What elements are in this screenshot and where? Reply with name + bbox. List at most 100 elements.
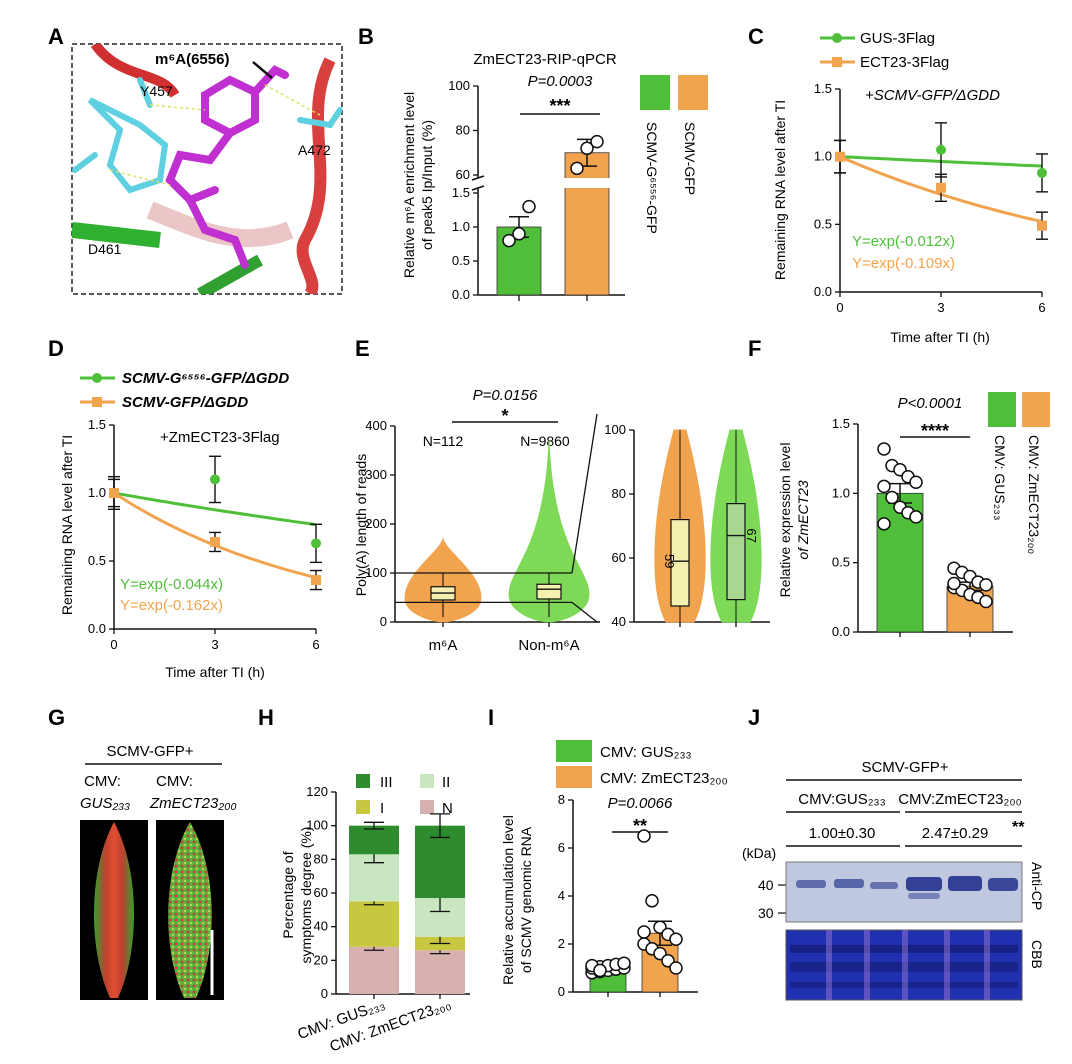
panel-i-legend-label-1: CMV: GUS₂₃₃ xyxy=(600,744,692,761)
panel-c-data-point xyxy=(835,151,845,162)
panel-e-y-tick-label: 400 xyxy=(365,418,387,433)
panel-e-ylabel: Poly(A) length of reads xyxy=(353,454,369,596)
panel-b-y-tick-label: 60 xyxy=(456,167,470,182)
panel-f-legend-label-2: CMV: ZmECT23₂₀₀ xyxy=(1026,435,1042,554)
panel-d-x-tick-label: 3 xyxy=(211,637,218,652)
panel-f-legend-label-1: CMV: GUS₂₃₃ xyxy=(992,435,1008,521)
panel-f-data-point xyxy=(909,475,923,489)
panel-c-y-tick-label: 1.0 xyxy=(814,149,832,164)
panel-e-y-tick-label: 200 xyxy=(365,516,387,531)
panel-b-data-point xyxy=(570,161,584,176)
panel-d: D SCMV-G⁶⁵⁵⁶-GFP/ΔGDD SCMV-GFP/ΔGDD +ZmE… xyxy=(48,336,322,680)
panel-b-ylabel: Relative m⁶A enrichment level of peak5 I… xyxy=(401,92,435,278)
panel-b-ylabel-line2: of peak5 Ip/Input (%) xyxy=(419,120,435,250)
panel-i-legend-swatch-1 xyxy=(556,740,592,762)
panel-i-ylabel-line2: of SCMV genomic RNA xyxy=(518,826,534,973)
panel-f-data-point xyxy=(885,490,899,505)
panel-c-xlabel: Time after TI (h) xyxy=(890,329,990,345)
panel-b-title: ZmECT23-RIP-qPCR xyxy=(473,51,617,68)
panel-c-ylabel: Remaining RNA level after TI xyxy=(772,100,788,280)
panel-d-data-point xyxy=(210,474,220,485)
panel-e-x-tick-label: Non-m⁶A xyxy=(518,637,579,654)
panel-j-mw-40: 40 xyxy=(758,877,774,893)
western-blot-anti-cp xyxy=(785,861,1023,923)
panel-e-zoom-y-tick-label: 60 xyxy=(612,550,626,565)
panel-f-ylabel-line1: Relative expression level xyxy=(777,443,793,598)
panel-c-y-tick-label: 0.5 xyxy=(814,216,832,231)
panel-c-x-tick-label: 3 xyxy=(937,300,944,315)
panel-c-y-tick-label: 0.0 xyxy=(814,284,832,299)
panel-f-y-tick-label: 1.0 xyxy=(832,485,850,500)
strand-ribbon-1 xyxy=(72,222,161,248)
panel-c-data-point xyxy=(1037,220,1047,231)
panel-i-y-tick-label: 2 xyxy=(558,936,565,951)
panel-h-y-tick-label: 40 xyxy=(314,919,328,934)
panel-d-y-tick-label: 0.5 xyxy=(88,553,106,568)
panel-h-legend-swatch-i xyxy=(356,800,370,814)
panel-d-legend-label-1: SCMV-G⁶⁵⁵⁶-GFP/ΔGDD xyxy=(122,370,289,387)
panel-e-median-label-2: 67 xyxy=(744,528,759,542)
panel-c-chart: 0.0 0.5 1.0 1.5 0 3 6 xyxy=(814,81,1048,315)
panel-j-blot2-label: CBB xyxy=(1029,940,1045,969)
panel-i-data-point xyxy=(669,932,683,946)
panel-c-eq2: Y=exp(-0.109x) xyxy=(852,255,955,272)
panel-h-y-tick-label: 100 xyxy=(306,818,328,833)
panel-d-eq1: Y=exp(-0.044x) xyxy=(120,576,223,593)
panel-h-bar-segment xyxy=(349,901,399,947)
panel-d-xlabel: Time after TI (h) xyxy=(165,664,265,680)
panel-j-title: SCMV-GFP+ xyxy=(861,759,948,776)
panel-b-bar xyxy=(564,152,610,296)
panel-d-y-tick-label: 0.0 xyxy=(88,621,106,636)
panel-j-label: J xyxy=(748,705,760,730)
panel-e-zoom-connector-bottom xyxy=(571,601,598,623)
panel-i-data-point xyxy=(645,894,659,908)
panel-i-y-tick-label: 8 xyxy=(558,792,565,807)
panel-j-quant2-stars: ** xyxy=(1012,819,1025,836)
panel-b-data-point xyxy=(502,233,516,248)
panel-c-legend-marker-1 xyxy=(832,33,842,43)
panel-b-bar-break-gap xyxy=(563,178,611,188)
panel-e-n2: N=9860 xyxy=(520,433,570,449)
panel-i-pvalue: P=0.0066 xyxy=(608,795,673,812)
panel-g: G SCMV-GFP+ CMV: GUS₂₃₃ CMV: ZmECT23₂₀₀ xyxy=(48,705,237,1000)
panel-d-fit-curve xyxy=(113,491,317,527)
panel-b-chart: 0.0 0.5 1.0 1.5 60 80 100 xyxy=(448,78,625,302)
panel-f-data-point xyxy=(947,576,961,591)
panel-d-label: D xyxy=(48,336,64,361)
panel-b-data-point xyxy=(512,227,526,241)
panel-b-data-point xyxy=(580,141,594,156)
panel-g-col1-line1: CMV: xyxy=(84,773,121,790)
panel-e-label: E xyxy=(355,336,370,361)
panel-j-quant2: 2.47±0.29 xyxy=(922,825,989,842)
panel-b-legend-swatch-2 xyxy=(678,75,708,110)
panel-h-legend: III II I N xyxy=(356,774,453,817)
panel-b-stars: *** xyxy=(549,96,570,116)
panel-f-label: F xyxy=(748,336,761,361)
panel-d-y-tick-label: 1.0 xyxy=(88,485,106,500)
magenta-ligand xyxy=(165,65,289,269)
leaf-image-gus xyxy=(93,822,135,998)
panel-c-x-tick-label: 6 xyxy=(1038,300,1045,315)
panel-f-chart: 0.0 0.5 1.0 1.5 xyxy=(832,416,1013,639)
panel-e-pvalue: P=0.0156 xyxy=(473,387,538,404)
panel-c-label: C xyxy=(748,24,764,49)
panel-h-legend-swatch-iii xyxy=(356,774,370,788)
panel-h-y-tick-label: 0 xyxy=(321,986,328,1001)
panel-f-legend-swatch-1 xyxy=(988,392,1016,427)
panel-h-legend-label-ii: II xyxy=(442,774,450,791)
panel-c-legend-label-1: GUS-3Flag xyxy=(860,30,935,47)
panel-e-n1: N=112 xyxy=(423,433,464,449)
panel-c-condition: +SCMV-GFP/ΔGDD xyxy=(865,87,1000,104)
panel-i-ylabel-line1: Relative accumulation level xyxy=(500,815,516,985)
blot-bands xyxy=(796,876,1018,899)
panel-j-group1: CMV:GUS₂₃₃ xyxy=(798,791,886,808)
panel-d-x-tick-label: 0 xyxy=(110,637,117,652)
panel-b-y-tick-label: 0.5 xyxy=(452,253,470,268)
panel-f-data-point xyxy=(909,510,923,524)
panel-h-label: H xyxy=(258,705,274,730)
panel-j-quant1: 1.00±0.30 xyxy=(809,825,876,842)
panel-c-legend-marker-2 xyxy=(832,57,842,67)
panel-h-y-tick-label: 80 xyxy=(314,851,328,866)
panel-f-pvalue: P<0.0001 xyxy=(898,395,963,412)
